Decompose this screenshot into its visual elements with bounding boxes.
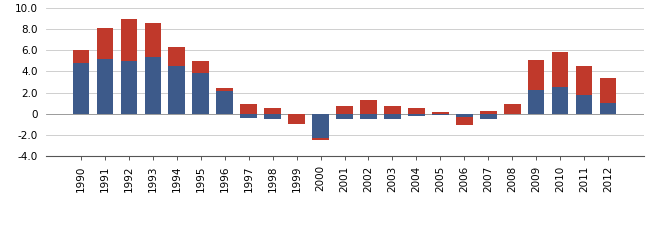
Bar — [168, 47, 185, 66]
Bar — [552, 52, 568, 87]
Bar — [360, 100, 377, 114]
Bar — [216, 88, 233, 91]
Bar — [480, 114, 497, 119]
Bar — [312, 114, 329, 138]
Bar — [144, 23, 161, 57]
Bar — [384, 106, 401, 114]
Bar — [408, 114, 424, 116]
Bar — [97, 58, 113, 114]
Bar — [599, 103, 616, 114]
Bar — [408, 108, 424, 114]
Bar — [576, 66, 592, 95]
Bar — [121, 19, 137, 61]
Bar — [528, 90, 545, 114]
Bar — [192, 73, 209, 114]
Bar — [456, 117, 473, 125]
Bar — [265, 108, 281, 114]
Bar — [144, 57, 161, 114]
Bar — [121, 61, 137, 114]
Bar — [528, 59, 545, 90]
Bar — [73, 50, 90, 63]
Bar — [456, 114, 473, 117]
Bar — [504, 104, 521, 114]
Bar — [384, 114, 401, 119]
Bar — [576, 95, 592, 114]
Bar — [360, 114, 377, 119]
Bar — [240, 104, 257, 114]
Bar — [168, 66, 185, 114]
Bar — [480, 111, 497, 114]
Bar — [336, 106, 353, 114]
Bar — [312, 138, 329, 140]
Bar — [552, 87, 568, 114]
Bar — [73, 63, 90, 114]
Bar — [265, 114, 281, 119]
Bar — [192, 61, 209, 73]
Bar — [432, 114, 448, 115]
Bar — [97, 28, 113, 58]
Bar — [216, 91, 233, 114]
Bar — [599, 78, 616, 103]
Bar — [288, 114, 305, 124]
Bar — [240, 114, 257, 118]
Bar — [336, 114, 353, 119]
Bar — [432, 112, 448, 114]
